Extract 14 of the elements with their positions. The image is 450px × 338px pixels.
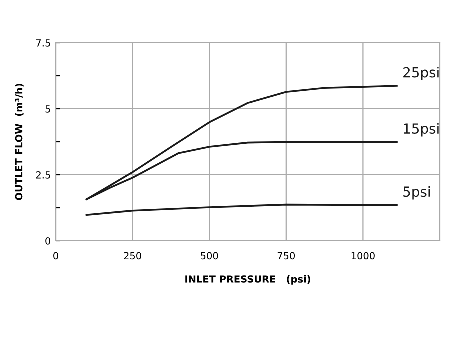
x-tick-label: 250 xyxy=(124,252,142,260)
y-tick-label: 7.5 xyxy=(36,40,50,47)
y-tick-label: 0 xyxy=(46,237,50,245)
x-axis-title: INLET PRESSURE (psi) xyxy=(186,275,310,285)
x-tick-label: 1000 xyxy=(352,252,375,260)
x-tick-label: 500 xyxy=(201,252,218,260)
y-tick-label: 5 xyxy=(46,106,50,113)
y-axis-title: OUTLET FLOW (m³/h) xyxy=(15,84,24,200)
series-label: 25psi xyxy=(404,67,439,80)
y-tick-label: 2.5 xyxy=(36,171,50,179)
x-tick-label: 0 xyxy=(54,252,58,260)
series-label: 15psi xyxy=(404,123,439,137)
series-label: 5psi xyxy=(404,186,430,200)
x-tick-label: 750 xyxy=(278,252,296,260)
